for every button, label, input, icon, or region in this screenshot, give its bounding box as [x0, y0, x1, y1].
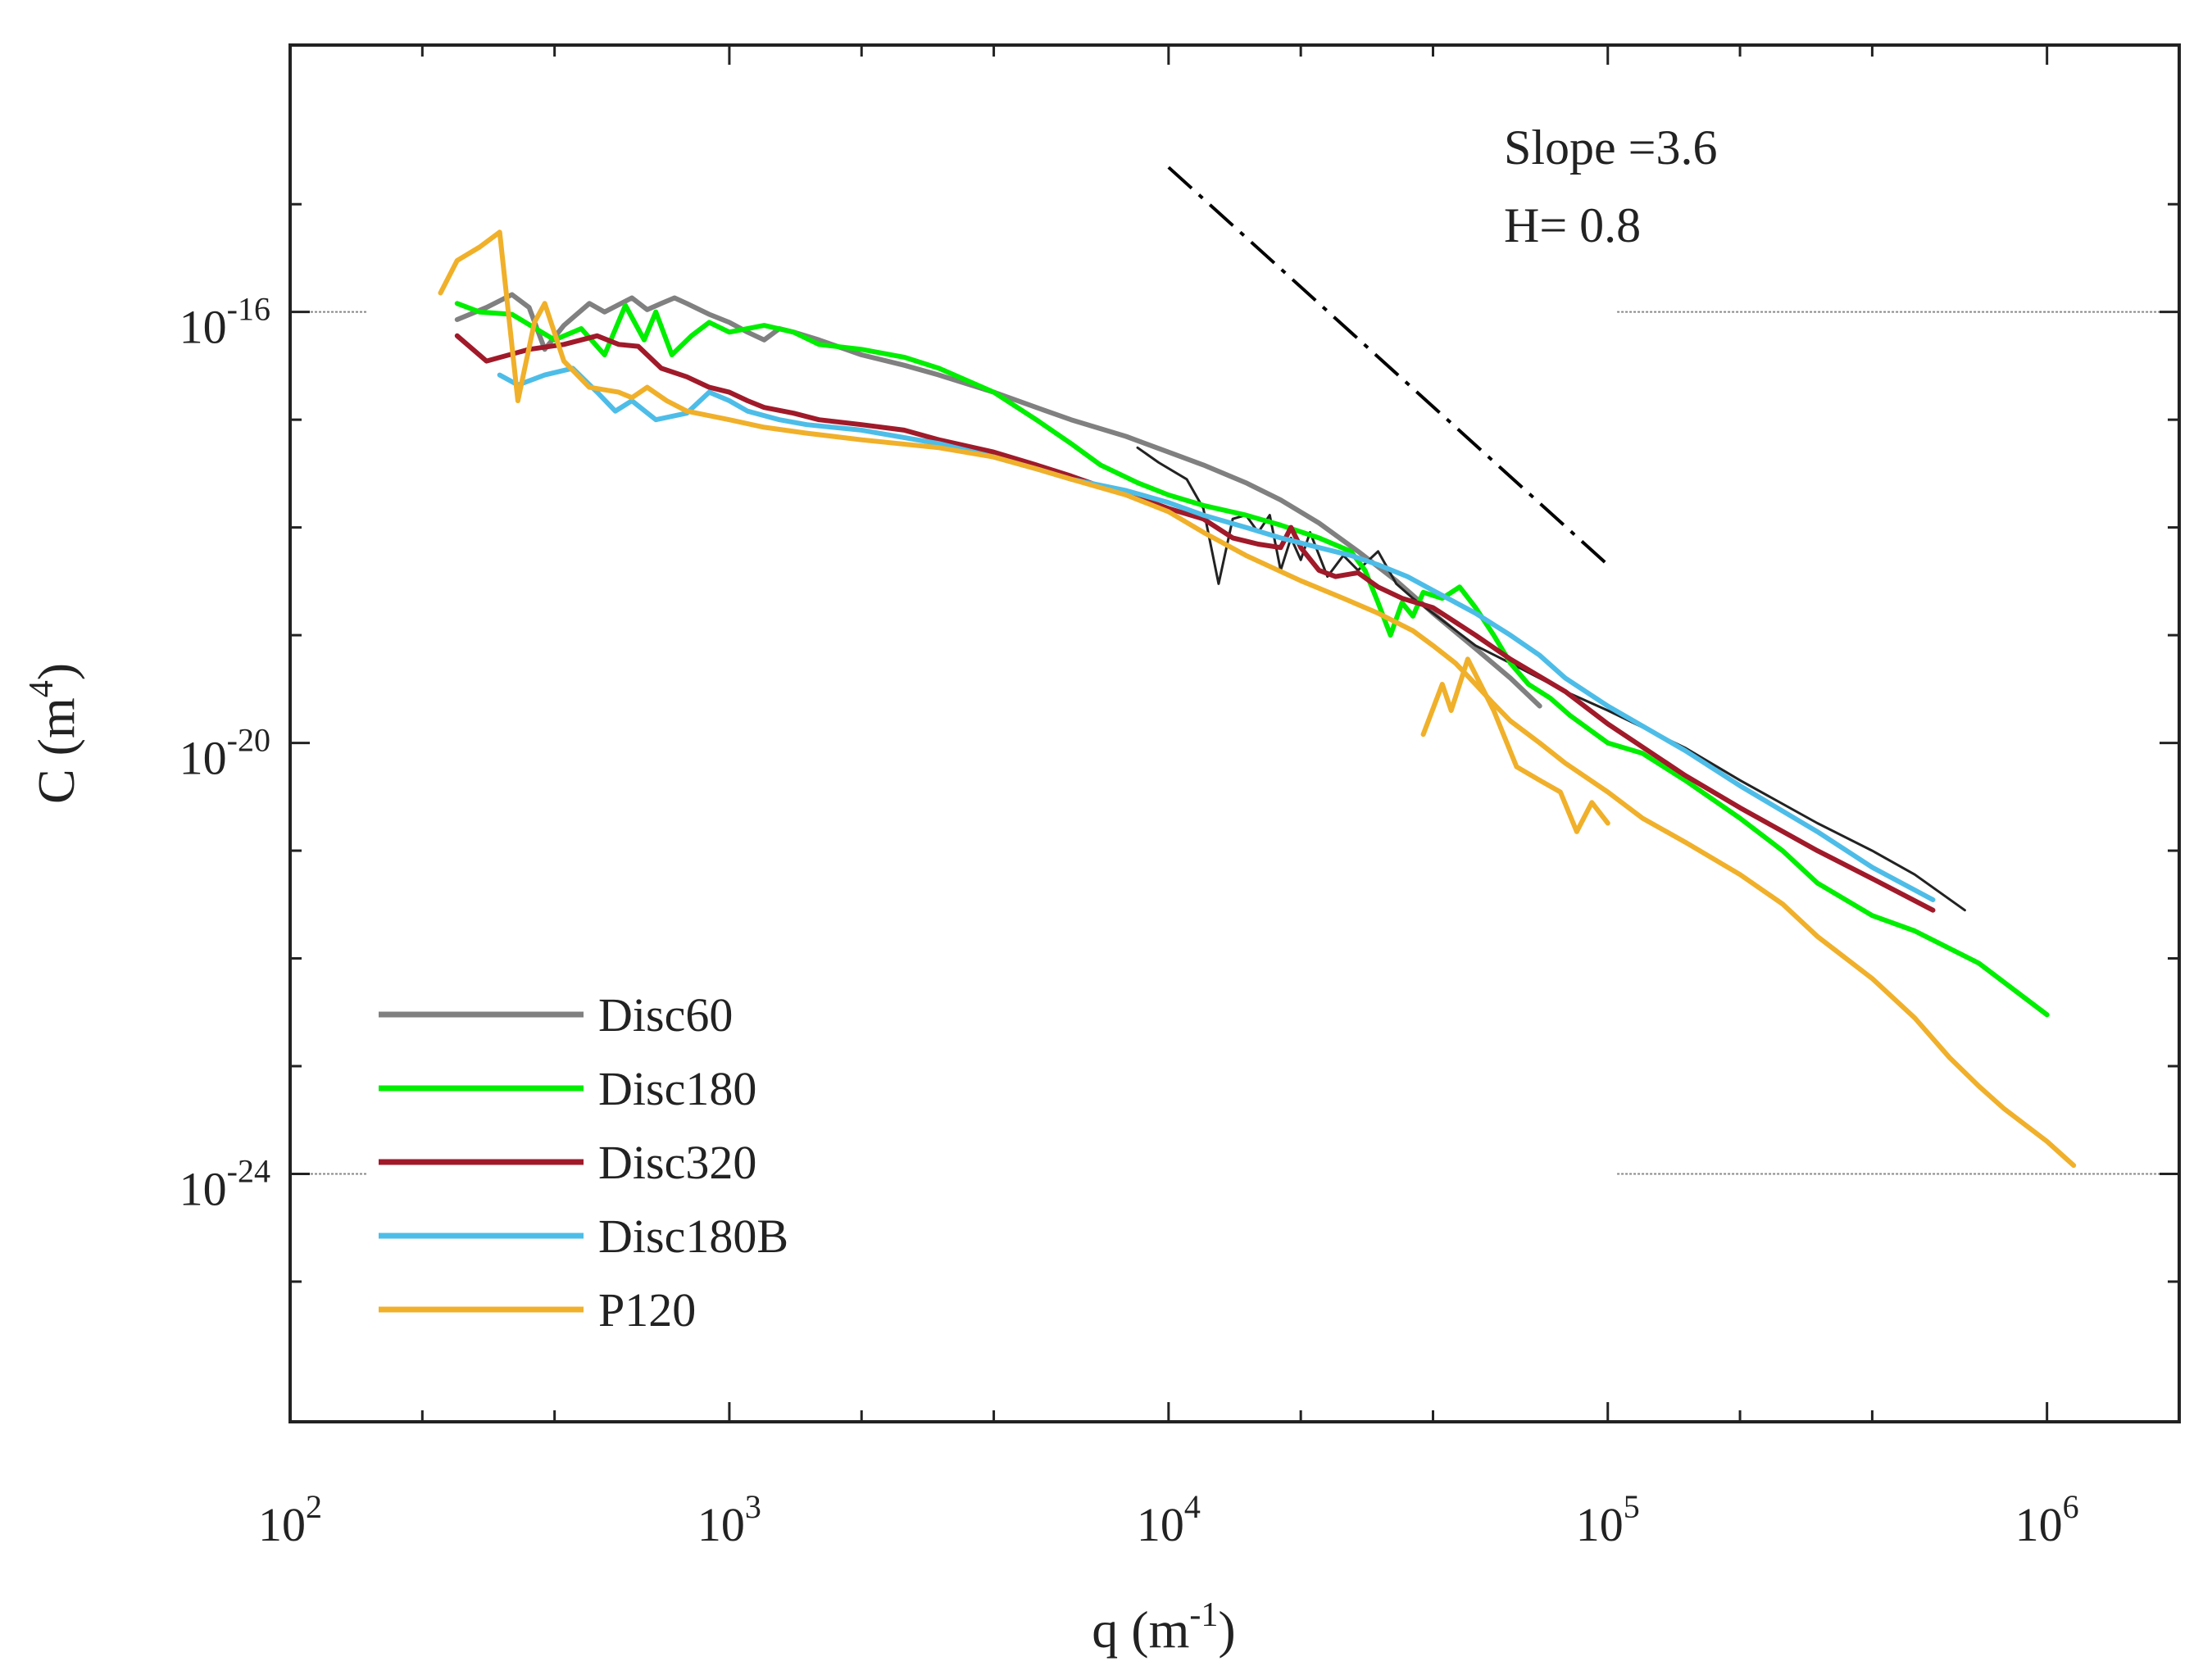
legend: Disc60 Disc180 Disc320 Disc180B P120 [379, 988, 788, 1337]
y-axis-title-exponent: 4 [23, 680, 61, 697]
reference-slope-line-group [1167, 166, 1610, 566]
hurst-annotation-text: H= 0.8 [1504, 198, 1641, 252]
legend-label-disc60: Disc60 [598, 988, 733, 1042]
legend-label-disc180: Disc180 [598, 1062, 756, 1115]
x-tick-label-1: 103 [697, 1488, 761, 1551]
y-tick-label-0: 10-16 [179, 291, 270, 354]
y-tick-labels: 10-16 10-20 10-24 [179, 291, 270, 1216]
x-tick-label-2: 104 [1137, 1488, 1201, 1551]
series-line-p120-high-q [1420, 656, 1610, 834]
series-layer [438, 229, 2077, 1169]
series-line-disc180b [497, 365, 1936, 902]
x-axis-title-main: q (m [1092, 1600, 1189, 1659]
plot-frame [288, 43, 2181, 1423]
legend-label-disc320: Disc320 [598, 1136, 756, 1189]
slope-annotation-text: Slope =3.6 [1504, 120, 1718, 175]
x-tick-label-4: 106 [2015, 1488, 2079, 1551]
reference-slope-line [1167, 166, 1610, 566]
y-axis-title-main: C (m [27, 697, 85, 804]
series-line-p120 [438, 229, 2077, 1169]
series-line-disc180 [454, 301, 2050, 1018]
y-tick-label-2: 10-24 [179, 1152, 270, 1215]
x-tick-label-0: 102 [258, 1488, 322, 1551]
legend-label-disc180b: Disc180B [598, 1210, 788, 1263]
series-line-disc60-high-q [1136, 446, 1966, 912]
x-axis-title-close: ) [1218, 1600, 1235, 1659]
y-tick-label-1: 10-20 [179, 722, 270, 785]
y-axis-title: C (m4) [23, 663, 85, 804]
x-axis-title-exponent: -1 [1189, 1596, 1218, 1634]
x-tick-labels: 102 103 104 105 106 [258, 1488, 2079, 1551]
x-tick-label-3: 105 [1576, 1488, 1640, 1551]
slope-annotation: Slope =3.6 H= 0.8 [1504, 120, 1718, 252]
y-axis-title-close: ) [27, 663, 85, 680]
legend-label-p120: P120 [598, 1283, 696, 1337]
axis-ticks [288, 45, 2179, 1422]
x-axis-title: q (m-1) [1092, 1596, 1235, 1659]
